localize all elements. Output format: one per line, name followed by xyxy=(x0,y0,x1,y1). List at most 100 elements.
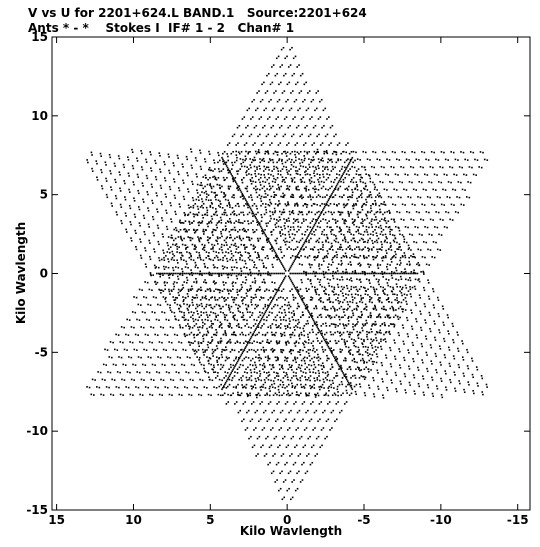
uv-point xyxy=(164,193,167,196)
uv-point xyxy=(239,237,241,240)
uv-point xyxy=(305,392,307,395)
uv-point xyxy=(241,255,243,257)
uv-point xyxy=(263,278,265,281)
uv-point xyxy=(480,375,483,377)
uv-point xyxy=(357,333,360,336)
uv-point xyxy=(355,246,358,248)
uv-point xyxy=(284,133,286,136)
uv-point xyxy=(182,179,184,182)
uv-point xyxy=(306,124,308,127)
uv-point xyxy=(212,311,215,314)
uv-point xyxy=(230,236,232,239)
uv-point xyxy=(189,236,192,239)
uv-point xyxy=(402,299,405,301)
uv-point xyxy=(289,64,292,66)
uv-point xyxy=(240,239,243,242)
uv-point xyxy=(230,266,233,269)
uv-point xyxy=(308,288,310,291)
uv-point xyxy=(190,289,192,292)
uv-point xyxy=(206,344,209,346)
uv-point xyxy=(330,347,332,350)
uv-point xyxy=(301,237,304,240)
uv-point xyxy=(248,378,250,381)
uv-point xyxy=(388,331,390,334)
uv-point xyxy=(217,393,220,396)
uv-point xyxy=(241,228,244,231)
uv-point xyxy=(333,387,335,389)
uv-point xyxy=(101,378,104,381)
uv-point xyxy=(243,357,246,360)
uv-point xyxy=(291,364,293,367)
uv-point xyxy=(327,168,329,171)
uv-point xyxy=(240,392,243,395)
uv-point xyxy=(309,278,312,281)
uv-point xyxy=(173,178,175,181)
uv-point xyxy=(230,168,233,170)
uv-point xyxy=(257,151,260,153)
uv-point xyxy=(238,229,241,231)
uv-point xyxy=(319,279,322,281)
uv-point xyxy=(447,211,450,214)
uv-point xyxy=(100,155,102,157)
uv-point xyxy=(239,256,241,259)
uv-point xyxy=(265,377,268,379)
uv-point xyxy=(331,394,334,397)
uv-point xyxy=(448,349,451,351)
uv-point xyxy=(423,394,425,396)
uv-point xyxy=(395,269,398,272)
uv-point xyxy=(403,188,405,191)
uv-point xyxy=(425,211,428,213)
uv-point xyxy=(141,311,144,313)
uv-point xyxy=(105,386,108,388)
uv-point xyxy=(238,394,241,397)
uv-point xyxy=(343,308,346,310)
uv-point xyxy=(336,330,339,333)
uv-point xyxy=(365,278,368,281)
uv-point xyxy=(125,333,127,336)
uv-point xyxy=(329,317,332,320)
uv-point xyxy=(168,277,171,279)
uv-point xyxy=(275,256,278,258)
uv-point xyxy=(358,288,361,291)
uv-point xyxy=(236,186,239,189)
uv-point xyxy=(284,227,286,230)
uv-point xyxy=(201,305,203,308)
uv-point xyxy=(172,348,175,351)
uv-point xyxy=(368,359,371,362)
uv-point xyxy=(282,46,285,49)
uv-point xyxy=(257,326,260,328)
uv-point xyxy=(360,297,363,300)
uv-point xyxy=(360,299,363,301)
uv-point xyxy=(187,325,190,328)
uv-point xyxy=(314,290,317,292)
uv-point xyxy=(277,144,280,146)
uv-point xyxy=(393,325,396,328)
uv-point xyxy=(168,288,170,291)
uv-point xyxy=(462,359,465,361)
uv-point xyxy=(262,203,264,205)
uv-point xyxy=(405,300,408,303)
uv-point xyxy=(428,211,430,214)
uv-point xyxy=(168,393,171,396)
uv-point xyxy=(292,318,295,321)
uv-point xyxy=(355,151,357,154)
uv-point xyxy=(223,297,225,300)
uv-point xyxy=(286,151,289,154)
uv-point xyxy=(263,281,266,283)
uv-point xyxy=(383,292,385,294)
uv-point xyxy=(326,204,328,206)
uv-point xyxy=(429,314,431,316)
uv-point xyxy=(402,235,405,238)
uv-point xyxy=(400,270,403,273)
uv-point xyxy=(127,356,130,358)
uv-point xyxy=(291,211,293,214)
uv-point xyxy=(367,263,369,266)
uv-point xyxy=(188,220,190,223)
uv-point xyxy=(332,256,334,259)
uv-point xyxy=(457,347,459,350)
uv-point xyxy=(245,307,248,310)
uv-point xyxy=(299,195,302,198)
uv-point xyxy=(285,218,288,221)
uv-point xyxy=(309,299,312,301)
uv-point xyxy=(309,195,312,198)
